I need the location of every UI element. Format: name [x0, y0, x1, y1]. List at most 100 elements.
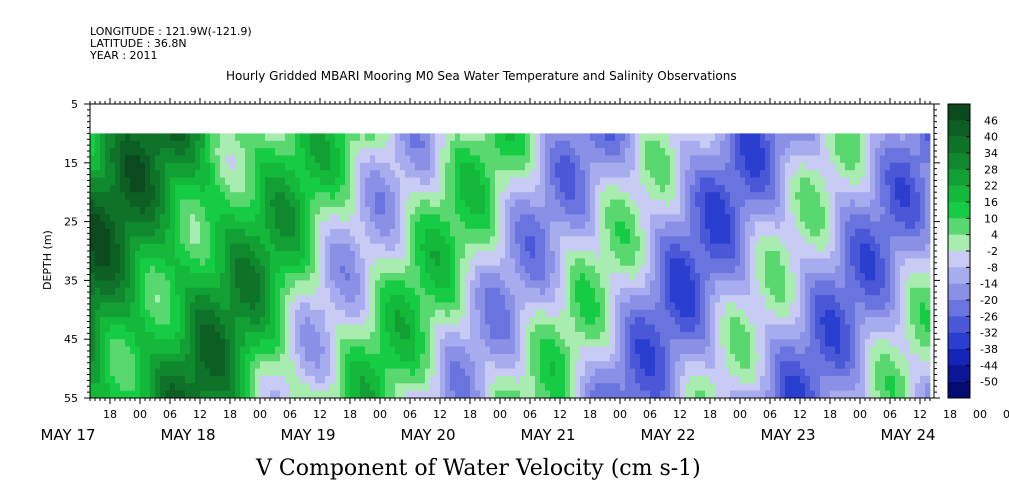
heatmap-cell: [305, 199, 311, 208]
heatmap-cell: [255, 206, 261, 215]
heatmap-cell: [465, 368, 471, 377]
heatmap-cell: [310, 280, 316, 289]
heatmap-cell: [230, 162, 236, 171]
heatmap-cell: [735, 221, 741, 230]
heatmap-cell: [625, 236, 631, 245]
heatmap-cell: [685, 251, 691, 259]
heatmap-cell: [565, 368, 571, 377]
heatmap-cell: [360, 331, 366, 340]
heatmap-cell: [430, 390, 436, 399]
heatmap-cell: [170, 206, 176, 215]
heatmap-cell: [685, 383, 691, 392]
heatmap-cell: [405, 353, 411, 362]
heatmap-cell: [410, 295, 416, 303]
heatmap-cell: [435, 251, 441, 259]
heatmap-cell: [330, 206, 336, 215]
heatmap-cell: [680, 317, 686, 325]
heatmap-cell: [590, 302, 596, 311]
heatmap-cell: [600, 383, 606, 392]
heatmap-cell: [125, 346, 131, 355]
heatmap-cell: [480, 309, 486, 318]
heatmap-cell: [505, 346, 511, 355]
heatmap-cell: [665, 324, 671, 333]
heatmap-cell: [480, 317, 486, 325]
heatmap-cell: [295, 148, 301, 156]
heatmap-cell: [370, 280, 376, 289]
heatmap-cell: [495, 236, 501, 245]
heatmap-cell: [250, 317, 256, 325]
heatmap-cell: [160, 228, 166, 237]
heatmap-cell: [295, 251, 301, 259]
heatmap-cell: [445, 353, 451, 362]
heatmap-cell: [455, 302, 461, 311]
heatmap-cell: [720, 361, 726, 370]
heatmap-cell: [255, 383, 261, 392]
heatmap-cell: [680, 280, 686, 289]
heatmap-cell: [320, 390, 326, 399]
heatmap-cell: [405, 133, 411, 142]
heatmap-cell: [550, 273, 556, 281]
heatmap-cell: [120, 206, 126, 215]
heatmap-cell: [720, 184, 726, 193]
heatmap-cell: [600, 192, 606, 200]
heatmap-cell: [135, 287, 141, 296]
heatmap-cell: [240, 368, 246, 377]
heatmap-cell: [585, 133, 591, 142]
heatmap-cell: [570, 206, 576, 215]
heatmap-cell: [565, 390, 571, 399]
heatmap-cell: [635, 177, 641, 186]
heatmap-cell: [255, 324, 261, 333]
heatmap-cell: [90, 390, 96, 399]
heatmap-cell: [275, 273, 281, 281]
heatmap-cell: [365, 353, 371, 362]
heatmap-cell: [370, 228, 376, 237]
heatmap-cell: [405, 287, 411, 296]
heatmap-cell: [440, 214, 446, 223]
heatmap-cell: [560, 317, 566, 325]
heatmap-cell: [100, 361, 106, 370]
heatmap-cell: [620, 177, 626, 186]
heatmap-cell: [735, 302, 741, 311]
heatmap-cell: [350, 243, 356, 252]
heatmap-cell: [635, 206, 641, 215]
heatmap-cell: [355, 287, 361, 296]
heatmap-cell: [210, 184, 216, 193]
heatmap-cell: [295, 375, 301, 384]
heatmap-cell: [340, 184, 346, 193]
heatmap-cell: [190, 206, 196, 215]
heatmap-cell: [470, 221, 476, 230]
heatmap-cell: [225, 390, 231, 399]
heatmap-cell: [210, 199, 216, 208]
heatmap-cell: [595, 295, 601, 303]
heatmap-cell: [145, 287, 151, 296]
heatmap-cell: [700, 390, 706, 399]
heatmap-cell: [625, 170, 631, 178]
heatmap-cell: [440, 273, 446, 281]
heatmap-cell: [515, 383, 521, 392]
heatmap-cell: [475, 155, 481, 164]
heatmap-cell: [435, 170, 441, 178]
heatmap-cell: [585, 346, 591, 355]
heatmap-cell: [235, 140, 241, 149]
heatmap-cell: [605, 353, 611, 362]
heatmap-cell: [605, 133, 611, 142]
heatmap-cell: [320, 339, 326, 347]
heatmap-cell: [770, 361, 776, 370]
heatmap-cell: [455, 192, 461, 200]
heatmap-cell: [350, 170, 356, 178]
heatmap-cell: [330, 177, 336, 186]
heatmap-cell: [430, 346, 436, 355]
heatmap-cell: [195, 280, 201, 289]
heatmap-cell: [550, 148, 556, 156]
heatmap-cell: [260, 177, 266, 186]
heatmap-cell: [100, 192, 106, 200]
heatmap-cell: [750, 258, 756, 267]
heatmap-cell: [125, 324, 131, 333]
heatmap-cell: [205, 339, 211, 347]
heatmap-cell: [675, 317, 681, 325]
heatmap-cell: [475, 346, 481, 355]
heatmap-cell: [515, 280, 521, 289]
heatmap-cell: [535, 295, 541, 303]
heatmap-cell: [615, 331, 621, 340]
heatmap-cell: [745, 287, 751, 296]
